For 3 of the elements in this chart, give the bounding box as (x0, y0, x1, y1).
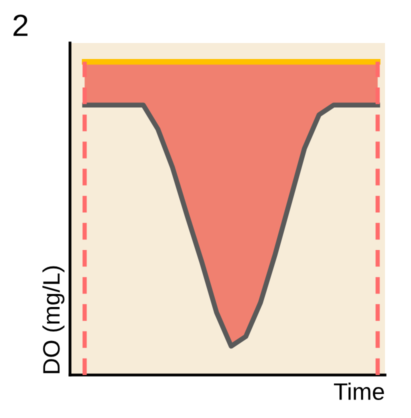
text: 2 (14, 14, 28, 36)
y-axis-title: DO (mg/L) (42, 266, 64, 374)
x-axis-title: Time (334, 382, 384, 400)
